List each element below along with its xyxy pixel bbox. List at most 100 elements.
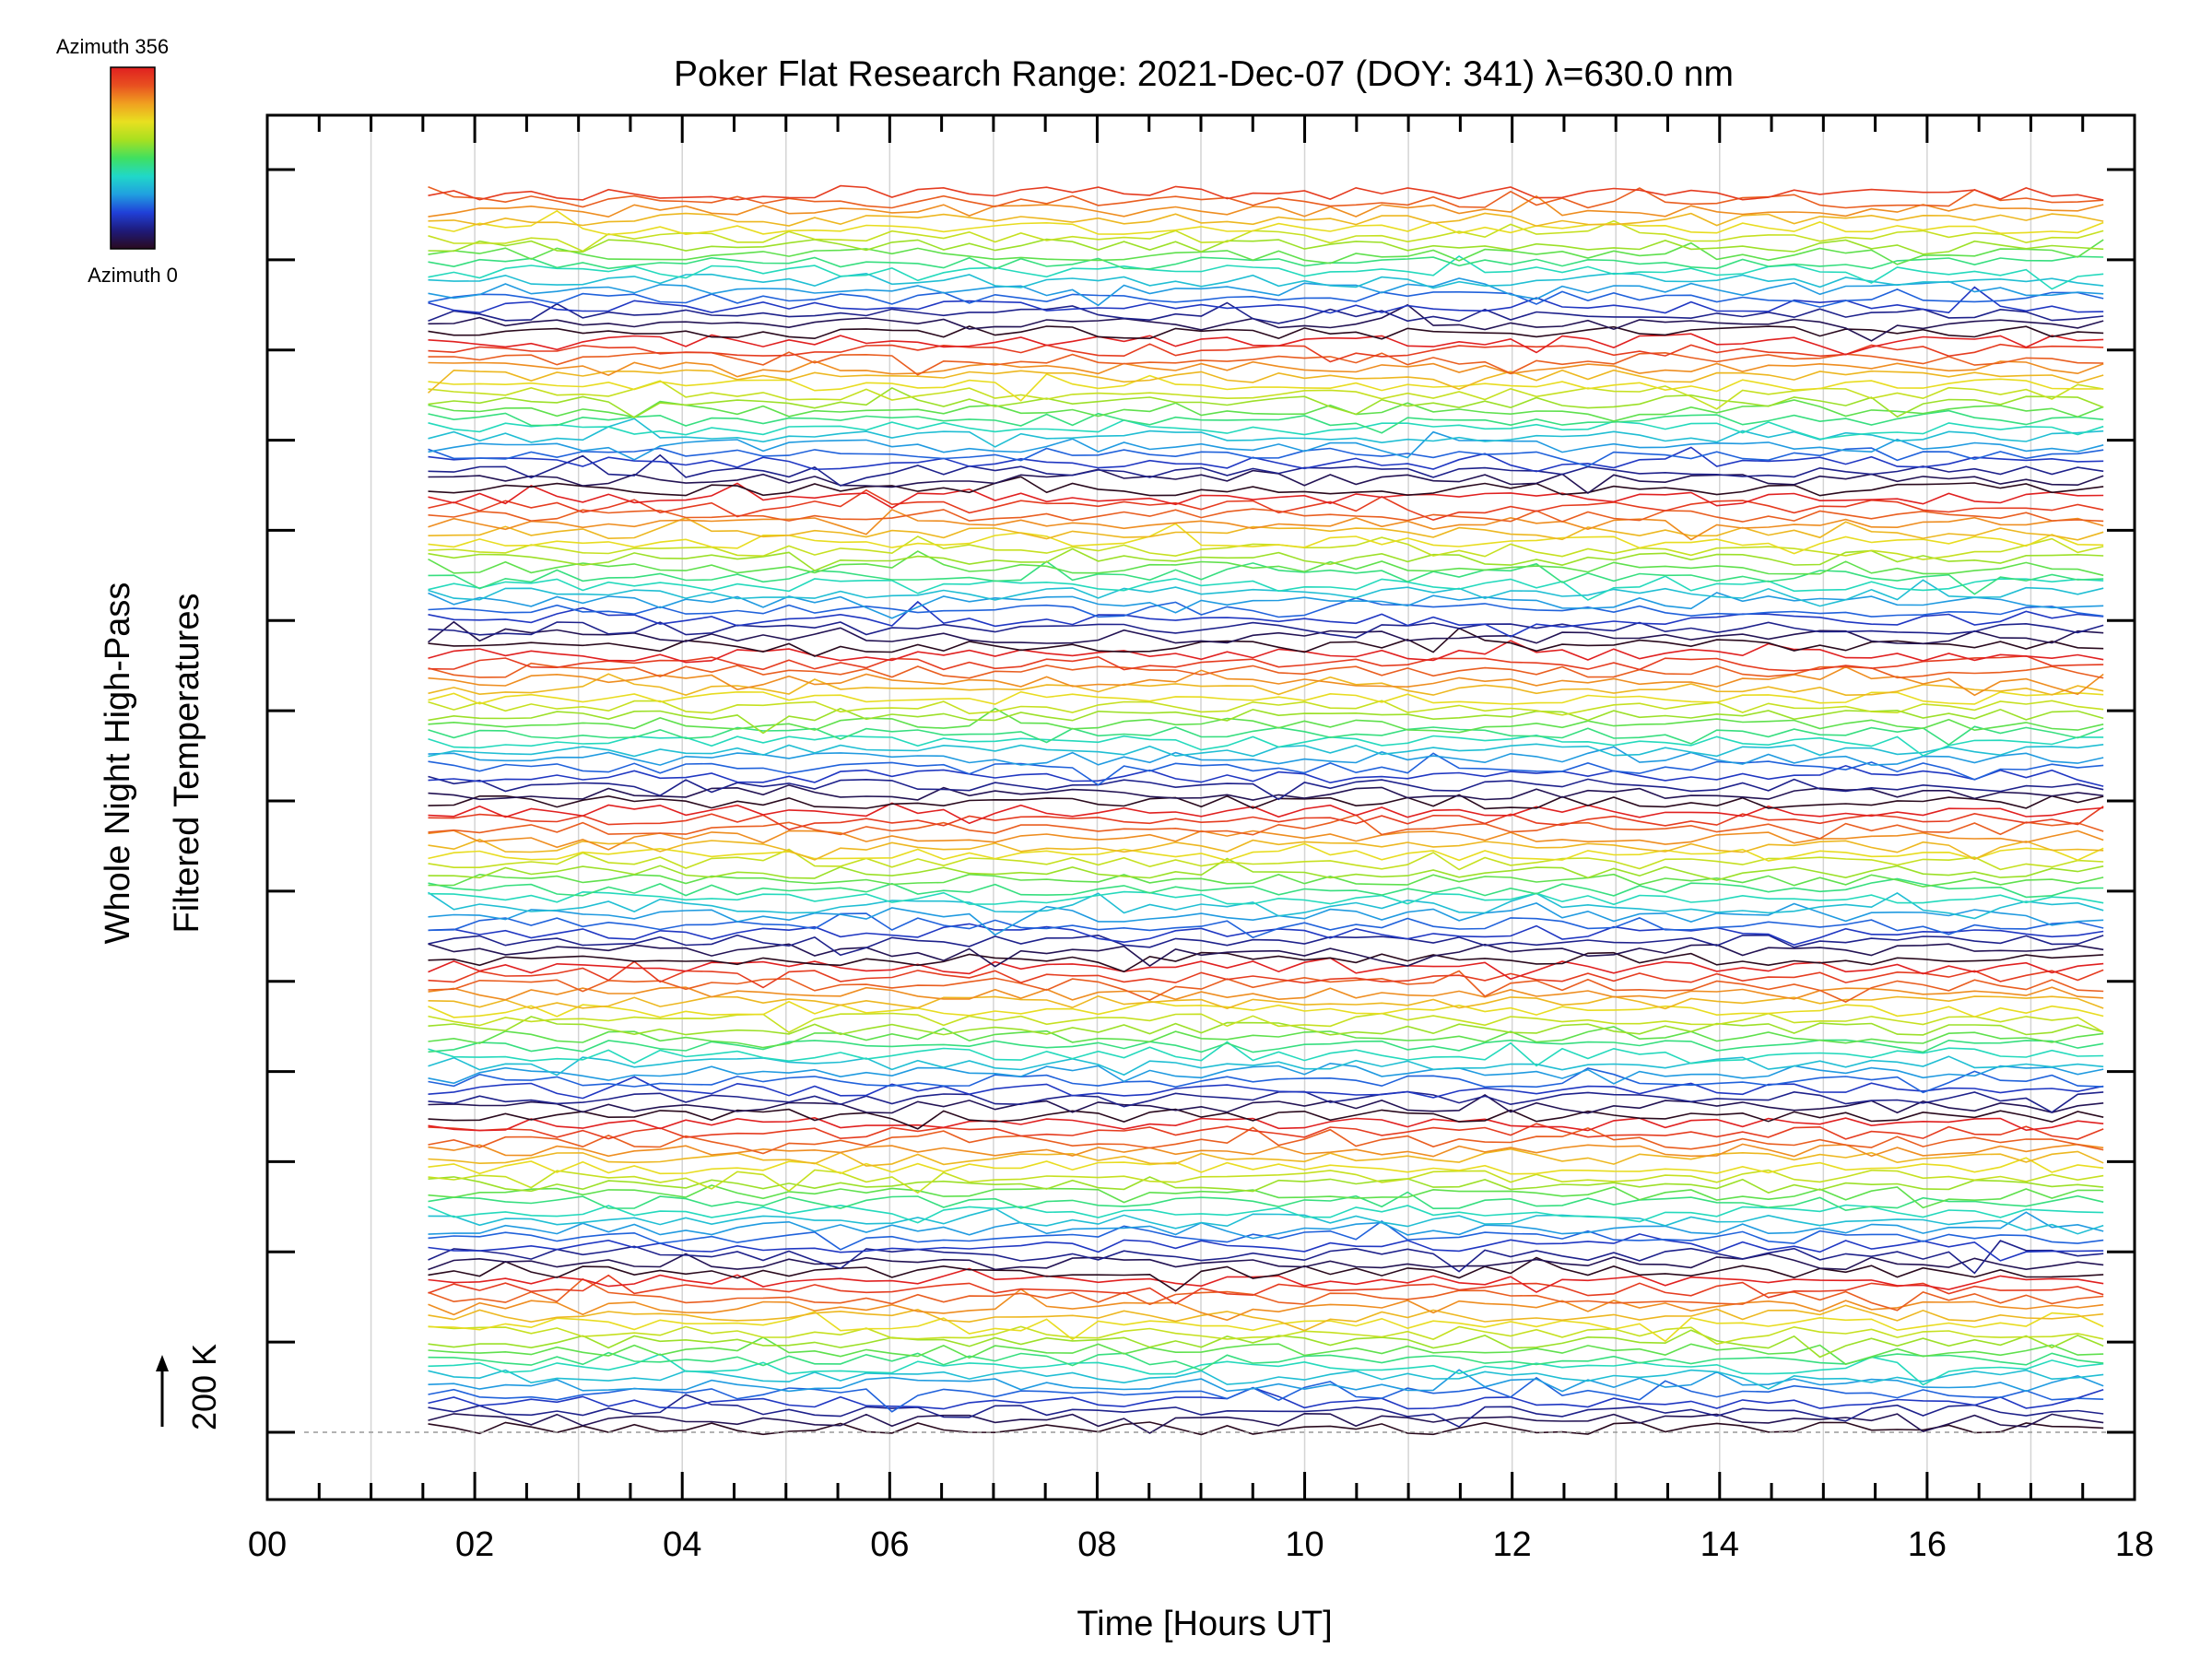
series-line	[428, 1233, 2104, 1262]
series-line	[428, 1394, 2104, 1429]
series-line	[428, 516, 2104, 541]
series-line	[428, 665, 2104, 697]
series-line	[428, 1116, 2104, 1132]
series-line	[428, 1325, 2104, 1346]
series-line	[428, 453, 2104, 487]
series-lines	[427, 184, 2104, 1436]
series-line	[428, 673, 2104, 697]
colorbar-gradient	[110, 66, 156, 250]
series-line	[428, 1191, 2104, 1212]
series-line	[428, 1277, 2104, 1312]
series-line	[428, 1386, 2104, 1410]
scale-label: 200 K	[185, 1344, 223, 1430]
series-line	[428, 476, 2104, 497]
series-line	[428, 970, 2104, 1003]
series-line	[428, 1090, 2104, 1113]
series-line	[428, 1126, 2104, 1155]
series-line	[428, 523, 2104, 555]
series-line	[428, 1369, 2104, 1390]
x-tick-label: 00	[248, 1525, 287, 1564]
series-line	[428, 1353, 2104, 1386]
series-line	[428, 838, 2104, 861]
series-line	[428, 1412, 2104, 1434]
series-line	[428, 238, 2104, 255]
series-line	[428, 255, 2104, 290]
series-line	[428, 360, 2104, 378]
series-line	[428, 277, 2104, 307]
series-line	[428, 272, 2104, 289]
x-tick-label: 08	[1077, 1525, 1116, 1564]
series-line	[428, 743, 2104, 758]
y-axis-label-line1: Whole Night High-Pass	[99, 582, 137, 945]
series-line	[428, 597, 2104, 618]
series-line	[428, 219, 2104, 253]
series-line	[428, 447, 2104, 467]
series-line	[428, 912, 2104, 939]
series-line	[428, 1369, 2104, 1393]
series-line	[428, 418, 2104, 441]
series-line	[428, 1093, 2104, 1114]
colorbar-top-label: Azimuth 356	[56, 35, 169, 58]
series-line	[428, 288, 2104, 308]
series-line	[428, 1211, 2104, 1240]
series-line	[428, 806, 2104, 830]
axis-ticks	[267, 115, 2135, 1500]
series-line	[428, 194, 2104, 218]
series-line	[428, 1351, 2104, 1371]
series-line	[428, 372, 2104, 402]
x-tick-label: 16	[1908, 1525, 1947, 1564]
series-line	[428, 848, 2104, 871]
series-line	[428, 814, 2104, 840]
series-line	[428, 690, 2104, 705]
series-line	[428, 430, 2104, 461]
x-tick-label: 02	[455, 1525, 494, 1564]
series-line	[428, 934, 2104, 957]
series-line	[428, 1274, 2104, 1305]
series-line	[428, 333, 2104, 356]
series-line	[428, 725, 2104, 746]
y-axis-label-line2: Filtered Temperatures	[168, 594, 206, 934]
series-line	[428, 764, 2104, 787]
series-line	[428, 1012, 2104, 1034]
series-line	[428, 1147, 2104, 1167]
series-line	[428, 1016, 2104, 1036]
series-line	[428, 303, 2104, 342]
series-line	[428, 212, 2104, 228]
series-line	[428, 734, 2104, 757]
series-line	[428, 1026, 2104, 1049]
series-line	[428, 560, 2104, 595]
series-line	[428, 409, 2104, 434]
series-line	[428, 1304, 2104, 1332]
series-line	[428, 550, 2104, 577]
series-line	[428, 1000, 2104, 1018]
series-line	[428, 1376, 2104, 1413]
series-line	[428, 891, 2104, 920]
series-line	[428, 957, 2104, 981]
series-line	[428, 1253, 2104, 1271]
colorbar: Azimuth 356 Azimuth 0	[56, 35, 178, 287]
colorbar-bottom-label: Azimuth 0	[88, 264, 178, 287]
series-line	[428, 627, 2104, 657]
series-line	[428, 1108, 2104, 1130]
scale-arrow-icon	[156, 1355, 169, 1371]
series-line	[428, 775, 2104, 801]
series-line	[428, 547, 2104, 572]
series-line	[428, 1169, 2104, 1194]
series-line	[428, 600, 2104, 638]
series-line	[428, 1055, 2104, 1077]
series-line	[428, 286, 2104, 314]
series-line	[428, 508, 2104, 523]
series-line	[428, 621, 2104, 639]
series-line	[428, 662, 2104, 679]
series-line	[428, 994, 2104, 1010]
x-tick-label: 06	[870, 1525, 909, 1564]
series-line	[428, 575, 2104, 601]
series-line	[428, 1062, 2104, 1085]
series-line	[428, 446, 2104, 473]
series-line	[428, 1157, 2104, 1175]
series-line	[428, 1041, 2104, 1067]
x-tick-label: 12	[1493, 1525, 1532, 1564]
series-line	[428, 842, 2104, 862]
series-line	[428, 1176, 2104, 1194]
series-line	[428, 399, 2104, 422]
